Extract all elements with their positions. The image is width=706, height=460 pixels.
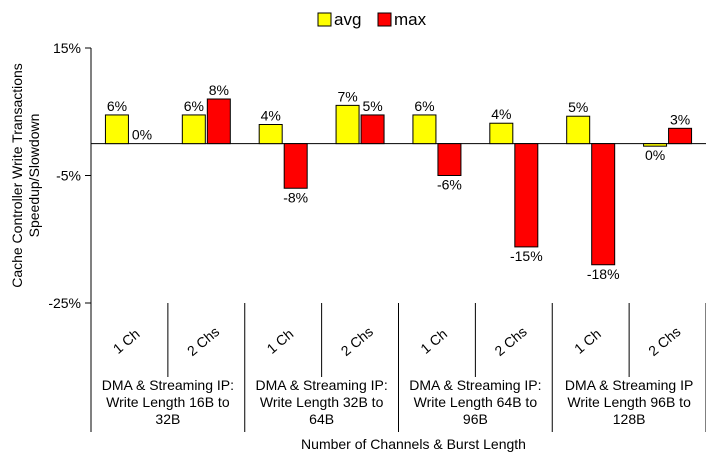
bar-avg — [258, 124, 283, 145]
legend-label-avg: avg — [334, 10, 361, 29]
data-label-avg: 4% — [491, 106, 511, 122]
group-label: DMA & Streaming IP: — [102, 377, 234, 393]
data-label-avg: 4% — [261, 108, 281, 124]
x-tick-label: 2 Chs — [645, 323, 683, 359]
group-label: DMA & Streaming IP: — [255, 377, 387, 393]
data-label-max: -6% — [437, 177, 462, 193]
bar-avg — [566, 115, 591, 145]
group-label: 32B — [155, 411, 180, 427]
y-axis-title: Cache Controller Write TransactionsSpeed… — [9, 63, 42, 288]
data-label-max: 5% — [362, 98, 382, 114]
y-axis-title-line: Speedup/Slowdown — [26, 114, 42, 238]
group-label: Write Length 64B to — [414, 394, 538, 410]
x-tick-label: 1 Ch — [110, 326, 143, 357]
y-tick-label: -5% — [56, 168, 81, 184]
bar-max — [360, 114, 385, 145]
data-label-avg: 6% — [107, 98, 127, 114]
bar-max — [591, 143, 616, 266]
data-label-max: -8% — [283, 189, 308, 205]
data-label-max: 8% — [209, 82, 229, 98]
x-tick-label: 1 Ch — [571, 326, 604, 357]
x-tick-label: 2 Chs — [338, 323, 376, 359]
bar-max — [437, 143, 462, 176]
legend-swatch-max — [377, 12, 392, 27]
legend-swatch-avg — [317, 12, 332, 27]
bar-avg — [489, 122, 514, 145]
group-label: DMA & Streaming IP: — [409, 377, 541, 393]
x-tick-label: 1 Ch — [264, 326, 297, 357]
y-tick-label: -25% — [48, 295, 81, 311]
group-label: 128B — [613, 411, 646, 427]
data-label-avg: 6% — [184, 98, 204, 114]
group-label: 64B — [309, 411, 334, 427]
group-label: Write Length 16B to — [106, 394, 230, 410]
data-label-max: -18% — [587, 266, 620, 282]
data-label-max: 0% — [132, 127, 152, 143]
group-label: DMA & Streaming IP — [565, 377, 693, 393]
bar-avg — [643, 143, 668, 147]
bar-max — [668, 127, 693, 145]
x-tick-label: 2 Chs — [491, 323, 529, 359]
bar-avg — [335, 104, 360, 145]
x-tick-label: 2 Chs — [184, 323, 222, 359]
bar-avg — [104, 114, 129, 145]
bar-max — [206, 98, 231, 145]
data-label-max: 3% — [670, 111, 690, 127]
bar-avg — [181, 114, 206, 145]
group-label: Write Length 32B to — [260, 394, 384, 410]
x-axis-title: Number of Channels & Burst Length — [301, 436, 526, 452]
bar-max — [283, 143, 308, 189]
data-label-avg: 0% — [645, 147, 665, 163]
bar-avg — [412, 114, 437, 145]
group-label: Write Length 96B to — [567, 394, 691, 410]
x-tick-label: 1 Ch — [417, 326, 450, 357]
data-label-avg: 7% — [337, 88, 357, 104]
y-tick-label: 15% — [53, 40, 81, 56]
data-label-max: -15% — [510, 248, 543, 264]
legend-label-max: max — [394, 10, 427, 29]
group-label: 96B — [463, 411, 488, 427]
data-label-avg: 5% — [568, 99, 588, 115]
data-label-avg: 6% — [414, 98, 434, 114]
bar-max — [514, 143, 539, 248]
y-axis-title-line: Cache Controller Write Transactions — [9, 63, 25, 288]
